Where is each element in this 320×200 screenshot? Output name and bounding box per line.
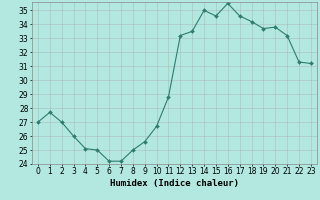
X-axis label: Humidex (Indice chaleur): Humidex (Indice chaleur) <box>110 179 239 188</box>
